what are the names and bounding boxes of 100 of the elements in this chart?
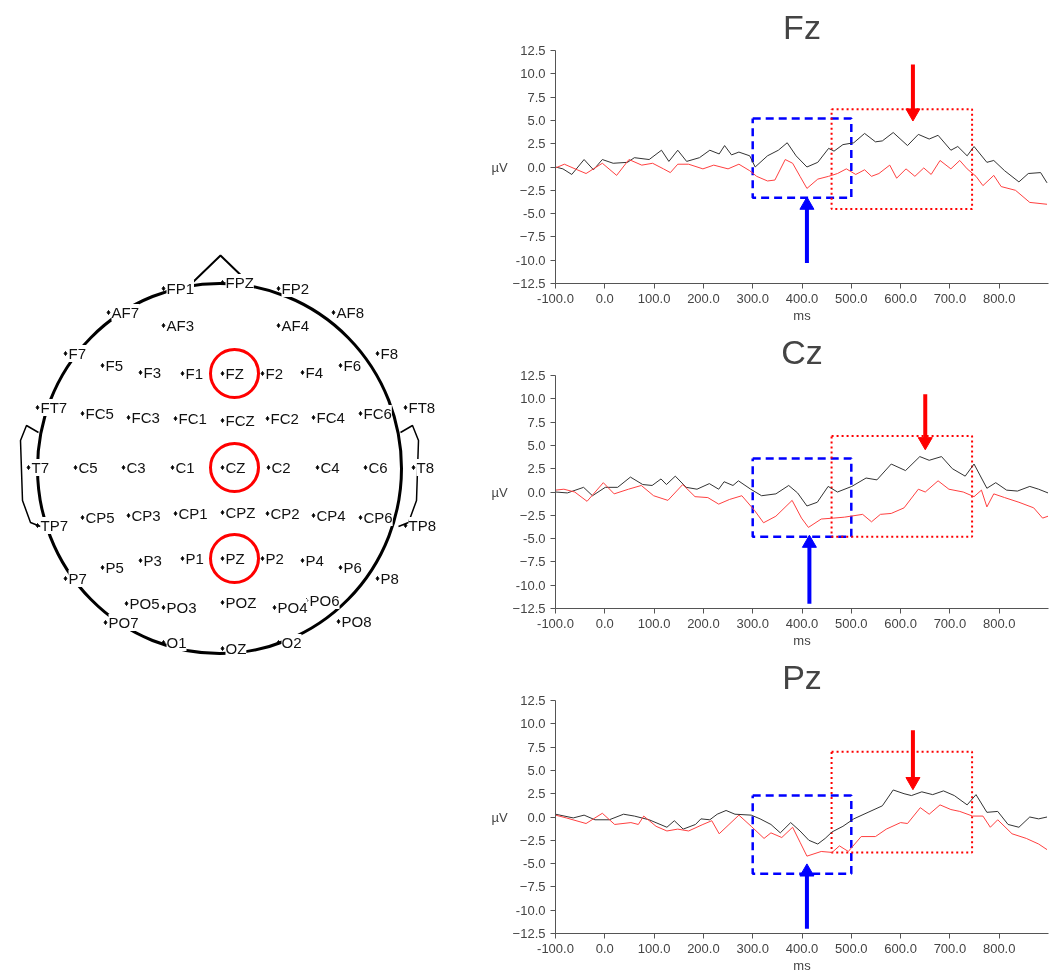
text: F4 [305,364,324,381]
line-series [555,159,1048,205]
y-tick-label: 12.5 [520,368,546,383]
text: P5 [105,559,124,576]
x-tick-label: 600.0 [884,290,917,306]
text: CP5 [85,509,115,526]
y-tick-label: 2.5 [527,136,546,152]
x-tick-label: 800.0 [982,290,1016,306]
x-tick-label: 200.0 [687,615,720,631]
text: FP2 [281,280,310,297]
text: PO3 [166,599,197,616]
x-tick-label: -100.0 [537,940,574,956]
x-tick-label: 500.0 [835,615,868,631]
y-tick-label: -10.0 [515,577,546,593]
text: FZ [225,365,244,382]
y-tick-label: 7.5 [527,89,546,105]
y-tick-label: 12.5 [520,43,546,58]
y-tick-label: −12.5 [512,601,546,616]
y-tick-label: −2.5 [519,507,546,523]
x-tick-label: 400.0 [785,290,819,306]
text: CPZ [225,504,256,521]
y-tick-label: −7.5 [519,229,546,245]
text: CZ [225,459,246,476]
text: F8 [380,345,399,362]
text: CP1 [178,505,208,522]
y-tick-label: −2.5 [519,832,546,848]
text: CP3 [131,507,161,524]
text: P2 [265,550,284,567]
y-tick-label: 0.0 [527,809,546,825]
text: F5 [105,357,124,374]
text: PO5 [129,595,160,612]
text: T7 [31,459,50,476]
x-tick-label: 800.0 [982,940,1016,956]
y-tick-label: −2.5 [519,182,546,198]
x-tick-label: 300.0 [736,615,769,631]
text: FCZ [225,412,255,429]
text: FC3 [131,409,160,426]
y-tick-label: -5.0 [523,531,546,547]
text: CP4 [316,507,346,524]
text: FC2 [270,410,299,427]
text: FPZ [225,274,254,291]
text: C2 [271,459,291,476]
chart-title: Pz [782,657,822,696]
y-tick-label: -10.0 [515,252,546,268]
text: AF7 [111,304,140,321]
text: P3 [143,552,162,569]
text: P1 [185,550,204,567]
text: C5 [78,459,98,476]
y-tick-label: -10.0 [515,902,546,918]
x-tick-label: 700.0 [933,290,967,306]
text: PO7 [108,614,139,631]
y-tick-label: 0.0 [527,159,546,175]
text: PO8 [341,613,372,630]
y-tick-label: 5.0 [527,112,546,128]
x-tick-label: 600.0 [884,940,917,956]
text: F2 [265,365,284,382]
text: FP1 [166,280,195,297]
text: TP8 [408,517,437,534]
chart-title: Fz [783,7,821,46]
y-tick-label: 7.5 [527,739,546,755]
line-series [555,132,1048,184]
x-tick-label: 200.0 [687,940,720,956]
text: FC6 [363,405,392,422]
text: F7 [68,345,87,362]
y-tick-label: -5.0 [523,856,546,872]
y-axis-title: µV [491,484,508,500]
y-tick-label: 7.5 [527,414,546,430]
x-tick-label: 0.0 [595,615,614,631]
text: FC1 [178,410,207,427]
text: F6 [343,357,362,374]
y-tick-label: −7.5 [519,554,546,570]
y-axis-title: µV [491,159,508,175]
line-series [555,456,1049,507]
x-tick-label: 0.0 [595,290,614,306]
y-tick-label: 0.0 [527,484,546,500]
text: OZ [225,640,247,657]
y-tick-label: −12.5 [512,926,546,941]
text: PO4 [277,599,308,616]
text: FT7 [40,399,68,416]
text: PO6 [309,592,340,609]
text: TP7 [40,517,69,534]
text: P4 [305,552,324,569]
text: P7 [68,570,87,587]
x-tick-label: 400.0 [785,940,819,956]
y-tick-label: 2.5 [527,786,546,802]
x-tick-label: -100.0 [537,290,574,306]
line-series [555,804,1048,857]
text: P6 [343,559,362,576]
x-tick-label: 400.0 [785,615,819,631]
x-tick-label: 500.0 [835,940,868,956]
text: C3 [126,459,146,476]
x-tick-label: 0.0 [595,940,614,956]
text: O2 [281,634,302,651]
text: FC5 [85,405,114,422]
chart-title: Cz [781,332,823,371]
text: T8 [416,459,435,476]
y-tick-label: 2.5 [527,461,546,477]
text: F3 [143,364,162,381]
text: O1 [166,634,187,651]
x-tick-label: 100.0 [637,940,671,956]
